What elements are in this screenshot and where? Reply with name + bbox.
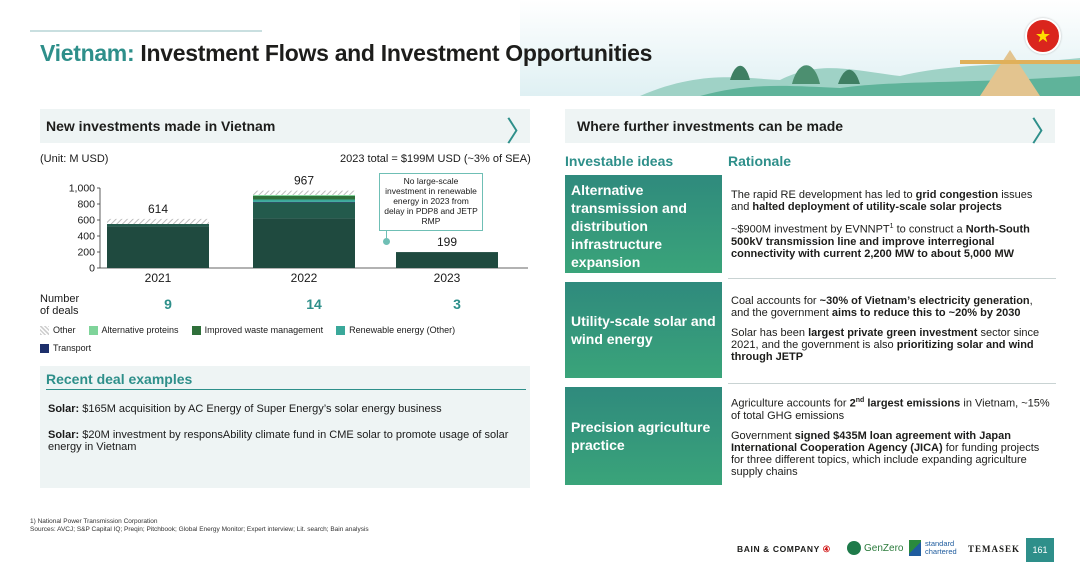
landscape-banner-illustration xyxy=(520,0,1080,96)
y-tick-label: 400 xyxy=(77,231,95,243)
idea-card-transmission: Alternative transmission and distributio… xyxy=(565,175,722,273)
temasek-logo: TEMASEK xyxy=(968,544,1021,554)
deals-label-line-1: Number xyxy=(40,293,80,305)
standard-chartered-logo: standard chartered xyxy=(909,540,957,556)
bar-segment xyxy=(253,194,355,196)
row-divider xyxy=(728,278,1056,279)
bar-segment xyxy=(107,226,209,268)
investment-bar-chart: 0 200 400 600 800 1,000 614 2021 967 2022 199 2023 xyxy=(69,174,528,285)
legend-swatch xyxy=(40,343,49,353)
chart-callout: No large-scale investment in renewable e… xyxy=(379,173,483,231)
idea-card-agriculture: Precision agriculture practice xyxy=(565,387,722,485)
page-number: 161 xyxy=(1026,538,1054,562)
bar-segment xyxy=(253,201,355,203)
chevron-right-icon: 〉 xyxy=(1030,116,1059,147)
legend-label: Renewable energy (Other) xyxy=(349,325,456,335)
deal-label: Solar: xyxy=(48,429,80,441)
legend-swatch xyxy=(336,325,346,335)
legend-label: Other xyxy=(53,325,76,335)
deal-text: $165M acquisition by AC Energy of Super … xyxy=(79,403,442,415)
legend-item: Improved waste management xyxy=(191,325,324,335)
recent-deals-title: Recent deal examples xyxy=(46,371,193,387)
rationale-transmission: The rapid RE development has led to grid… xyxy=(731,189,1033,260)
vietnam-flag-icon: ★ xyxy=(1025,18,1061,54)
bar-segment xyxy=(253,195,355,200)
legend-swatch xyxy=(40,325,49,335)
x-tick-label: 2022 xyxy=(291,271,318,285)
deals-count-2021: 9 xyxy=(164,296,172,312)
right-panel-header: Where further investments can be made 〉 xyxy=(565,109,1059,147)
x-tick-label: 2021 xyxy=(145,271,172,285)
legend-label: Alternative proteins xyxy=(101,325,179,335)
right-panel-heading: Where further investments can be made xyxy=(577,118,844,134)
page-title: Vietnam: Investment Flows and Investment… xyxy=(40,40,652,67)
chart-unit-label: (Unit: M USD) xyxy=(40,153,109,165)
left-panel-header: New investments made in Vietnam 〉 xyxy=(40,109,534,147)
column-header-rationale: Rationale xyxy=(728,153,792,169)
genzero-logo: GenZero xyxy=(847,541,903,555)
y-tick-label: 800 xyxy=(77,199,95,211)
genzero-mark-icon xyxy=(847,541,861,555)
chevron-right-icon: 〉 xyxy=(505,116,534,147)
idea-label: Utility-scale solar and wind energy xyxy=(571,313,716,347)
legend-item: Alternative proteins xyxy=(88,325,179,335)
legend-label: Transport xyxy=(53,343,92,353)
column-header-ideas: Investable ideas xyxy=(565,153,674,169)
y-tick-label: 200 xyxy=(77,247,95,259)
callout-connector xyxy=(386,231,387,240)
bar-segment xyxy=(253,218,355,268)
recent-deals-divider xyxy=(46,389,526,390)
deals-label: Number of deals xyxy=(40,293,79,317)
footnote-1: 1) National Power Transmission Corporati… xyxy=(30,518,158,525)
chart-total-note: 2023 total = $199M USD (~3% of SEA) xyxy=(340,153,531,165)
deals-label-line-2: of deals xyxy=(40,305,79,317)
flag-star-icon: ★ xyxy=(1034,25,1052,46)
deal-item: Solar: $165M acquisition by AC Energy of… xyxy=(48,403,518,415)
bar-segment xyxy=(253,190,355,195)
legend-label: Improved waste management xyxy=(204,325,324,335)
bain-mark-icon: ④ xyxy=(822,544,831,554)
bar-total-label: 199 xyxy=(437,235,457,249)
title-text: Investment Flows and Investment Opportun… xyxy=(134,40,653,66)
banner-rule xyxy=(30,30,262,32)
bain-logo: BAIN & COMPANY ④ xyxy=(737,544,831,554)
bar-segment xyxy=(253,199,355,202)
legend-item: Other xyxy=(40,325,76,335)
bar-segment xyxy=(396,252,498,268)
left-panel-heading: New investments made in Vietnam xyxy=(46,118,276,134)
idea-card-solar-wind: Utility-scale solar and wind energy xyxy=(565,282,722,378)
title-country: Vietnam: xyxy=(40,40,135,66)
x-tick-label: 2023 xyxy=(434,271,461,285)
callout-dot xyxy=(383,238,390,245)
bar-total-label: 614 xyxy=(148,202,168,216)
legend-swatch xyxy=(88,325,98,335)
y-tick-label: 600 xyxy=(77,215,95,227)
sources-note: Sources: AVCJ; S&P Capital IQ; Preqin; P… xyxy=(30,526,369,533)
idea-label: Precision agriculture practice xyxy=(571,419,711,453)
bar-segment xyxy=(107,218,209,224)
deal-text: $20M investment by responsAbility climat… xyxy=(48,429,509,453)
standard-chartered-mark-icon xyxy=(909,540,921,556)
deal-label: Solar: xyxy=(48,403,80,415)
deals-count-2023: 3 xyxy=(453,296,461,312)
legend-item: Renewable energy (Other) xyxy=(336,325,455,335)
footnotes: 1) National Power Transmission Corporati… xyxy=(30,518,369,534)
rationale-solar-wind: Coal accounts for ~30% of Vietnam’s elec… xyxy=(731,295,1040,363)
bar-segment xyxy=(107,224,209,227)
idea-label: Alternative transmission and distributio… xyxy=(571,182,687,270)
row-divider xyxy=(728,383,1056,384)
legend-item: Transport xyxy=(40,343,91,353)
bar-total-label: 967 xyxy=(294,174,314,188)
recent-deals-box: Recent deal examples Solar: $165M acquis… xyxy=(40,366,530,488)
bar-segment xyxy=(253,202,355,219)
deal-item: Solar: $20M investment by responsAbility… xyxy=(48,429,518,453)
rationale-agriculture: Agriculture accounts for 2nd largest emi… xyxy=(731,397,1050,478)
deals-count-2022: 14 xyxy=(306,296,322,312)
legend-swatch xyxy=(191,325,201,335)
y-tick-label: 0 xyxy=(89,263,95,275)
y-tick-label: 1,000 xyxy=(69,183,95,195)
